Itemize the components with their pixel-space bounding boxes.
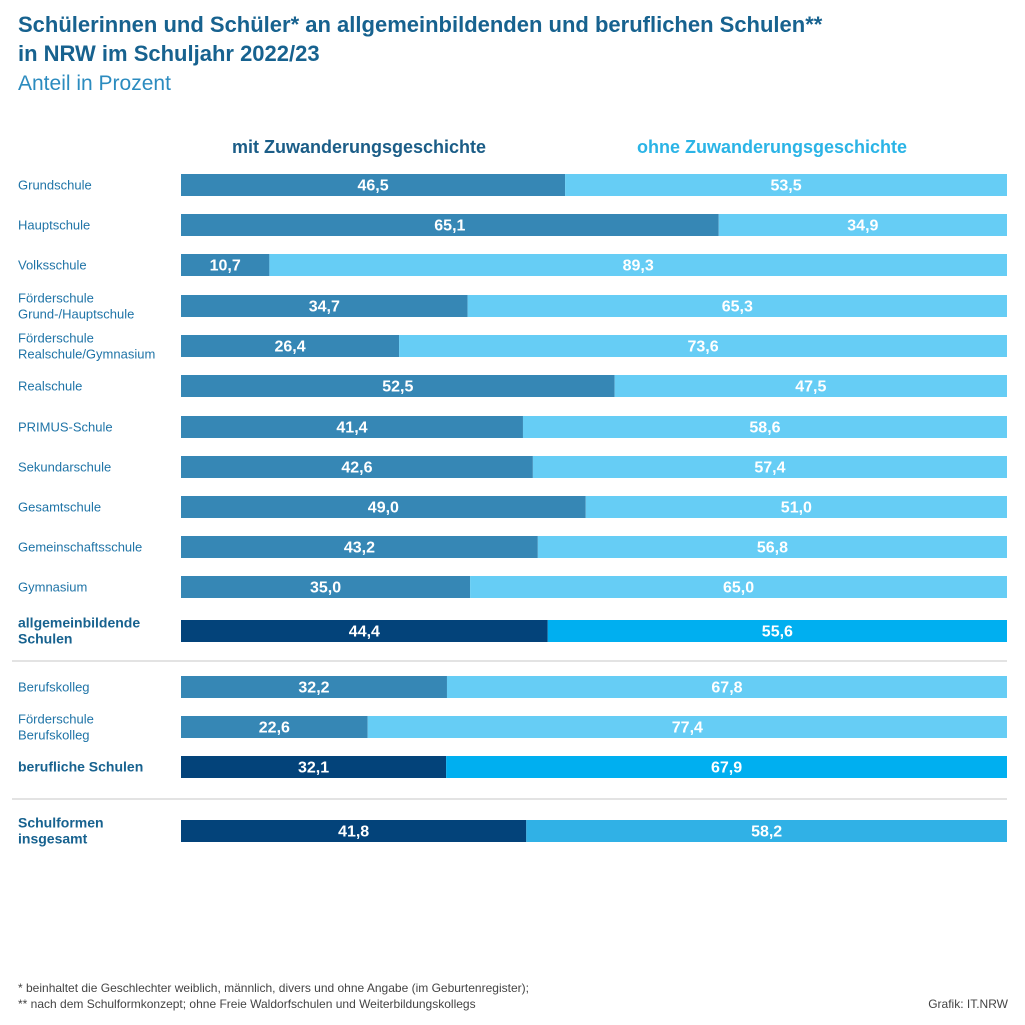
bar-mit-zuwanderung: [181, 620, 548, 642]
value-label-ohne: 89,3: [623, 258, 654, 275]
value-label-mit: 41,4: [336, 420, 367, 437]
value-label-ohne: 58,2: [751, 824, 782, 841]
legend-mit-zuwanderung: mit Zuwanderungsgeschichte: [232, 137, 487, 157]
bar-ohne-zuwanderung: [532, 456, 1007, 478]
value-label-mit: 35,0: [310, 580, 341, 597]
category-label: berufliche Schulen: [18, 759, 143, 775]
category-label: Gesamtschule: [18, 500, 101, 515]
category-label: Schulformen insgesamt: [18, 815, 104, 847]
bar-mit-zuwanderung: [181, 576, 471, 598]
bar-mit-zuwanderung: [181, 375, 615, 397]
value-label-ohne: 65,3: [722, 299, 753, 316]
value-label-mit: 10,7: [210, 258, 241, 275]
category-label: Hauptschule: [18, 218, 90, 233]
bar-ohne-zuwanderung: [547, 620, 1007, 642]
source-credit: Grafik: IT.NRW: [928, 997, 1008, 1011]
bar-mit-zuwanderung: [181, 254, 270, 276]
value-label-ohne: 67,9: [711, 760, 742, 777]
category-label: Gemeinschaftsschule: [18, 540, 142, 555]
bar-ohne-zuwanderung: [446, 756, 1007, 778]
category-label: PRIMUS-Schule: [18, 420, 113, 435]
bar-ohne-zuwanderung: [522, 416, 1007, 438]
value-label-ohne: 65,0: [723, 580, 754, 597]
value-label-mit: 52,5: [382, 379, 413, 396]
category-label: Grundschule: [18, 178, 92, 193]
bar-mit-zuwanderung: [181, 456, 533, 478]
bar-mit-zuwanderung: [181, 716, 368, 738]
value-label-mit: 65,1: [434, 218, 465, 235]
value-label-mit: 43,2: [344, 540, 375, 557]
bar-ohne-zuwanderung: [269, 254, 1008, 276]
value-label-ohne: 34,9: [847, 218, 878, 235]
value-label-ohne: 67,8: [711, 680, 742, 697]
bar-mit-zuwanderung: [181, 820, 527, 842]
value-label-mit: 22,6: [259, 720, 290, 737]
value-label-mit: 32,1: [298, 760, 329, 777]
bar-ohne-zuwanderung: [526, 820, 1007, 842]
bar-ohne-zuwanderung: [565, 174, 1007, 196]
bar-mit-zuwanderung: [181, 295, 468, 317]
value-label-ohne: 73,6: [687, 339, 718, 356]
category-label: Volksschule: [18, 258, 87, 273]
bar-ohne-zuwanderung: [614, 375, 1007, 397]
value-label-mit: 42,6: [341, 460, 372, 477]
value-label-ohne: 56,8: [757, 540, 788, 557]
bar-mit-zuwanderung: [181, 174, 566, 196]
bar-mit-zuwanderung: [181, 756, 447, 778]
bar-ohne-zuwanderung: [537, 536, 1007, 558]
footnote-2: ** nach dem Schulformkonzept; ohne Freie…: [18, 997, 476, 1011]
bar-ohne-zuwanderung: [470, 576, 1008, 598]
value-label-ohne: 57,4: [754, 460, 785, 477]
bar-mit-zuwanderung: [181, 676, 447, 698]
value-label-mit: 44,4: [349, 624, 380, 641]
category-label: Sekundarschule: [18, 460, 111, 475]
footnote-1: * beinhaltet die Geschlechter weiblich, …: [18, 981, 529, 995]
bar-mit-zuwanderung: [181, 335, 400, 357]
bar-ohne-zuwanderung: [446, 676, 1007, 698]
bar-ohne-zuwanderung: [367, 716, 1007, 738]
value-label-ohne: 53,5: [770, 178, 801, 195]
bar-mit-zuwanderung: [181, 214, 719, 236]
legend-ohne-zuwanderung: ohne Zuwanderungsgeschichte: [637, 137, 908, 157]
category-label: Förderschule Grund-/Hauptschule: [18, 291, 134, 322]
value-label-ohne: 58,6: [749, 420, 780, 437]
value-label-mit: 41,8: [338, 824, 369, 841]
bar-mit-zuwanderung: [181, 496, 586, 518]
value-label-mit: 46,5: [357, 178, 388, 195]
value-label-mit: 34,7: [309, 299, 340, 316]
bar-mit-zuwanderung: [181, 416, 523, 438]
bar-ohne-zuwanderung: [399, 335, 1008, 357]
chart-title-line1: Schülerinnen und Schüler* an allgemeinbi…: [18, 12, 823, 37]
bar-mit-zuwanderung: [181, 536, 538, 558]
category-label: Gymnasium: [18, 580, 87, 595]
value-label-mit: 32,2: [298, 680, 329, 697]
value-label-ohne: 51,0: [781, 500, 812, 517]
value-label-mit: 49,0: [368, 500, 399, 517]
category-label: Realschule: [18, 379, 82, 394]
category-label: Förderschule Berufskolleg: [18, 712, 94, 743]
category-label: Förderschule Realschule/Gymnasium: [18, 331, 155, 362]
value-label-ohne: 47,5: [795, 379, 826, 396]
value-label-ohne: 77,4: [672, 720, 703, 737]
category-label: Berufskolleg: [18, 680, 90, 695]
bar-ohne-zuwanderung: [585, 496, 1007, 518]
category-label: allgemeinbildende Schulen: [18, 615, 140, 647]
value-label-mit: 26,4: [274, 339, 305, 356]
bar-ohne-zuwanderung: [718, 214, 1007, 236]
chart-title-line2: in NRW im Schuljahr 2022/23: [18, 41, 320, 66]
chart-subtitle: Anteil in Prozent: [18, 72, 171, 95]
bar-ohne-zuwanderung: [467, 295, 1007, 317]
value-label-ohne: 55,6: [762, 624, 793, 641]
